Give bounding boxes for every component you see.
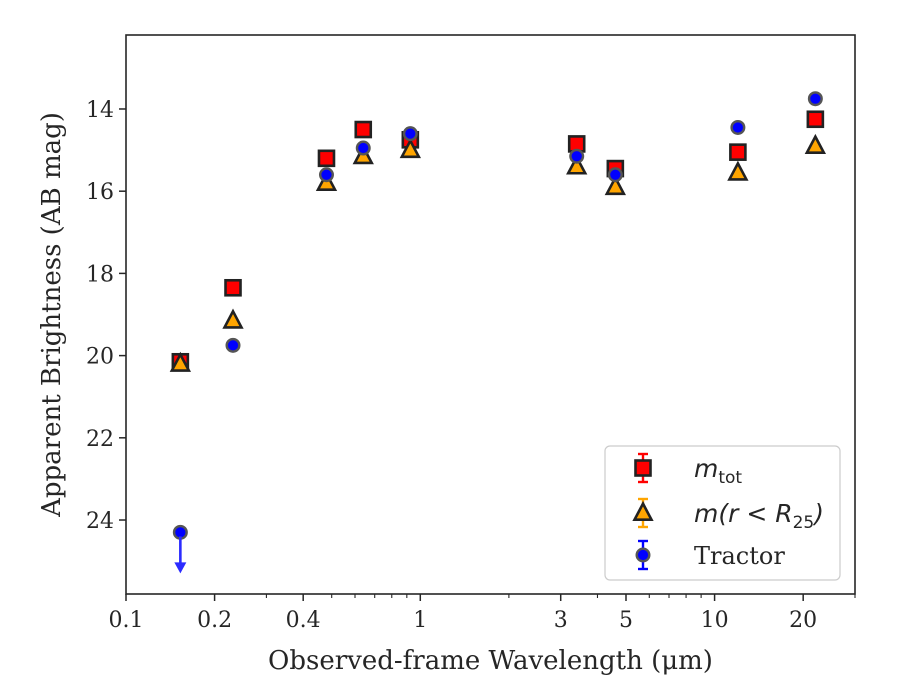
legend-label-mr25: m(r < R25) [694,499,824,533]
series-mr25 [169,133,827,372]
upper-limit-arrow-head [174,562,187,574]
tractor-point [225,337,241,353]
legend-marker-mr25 [632,500,654,522]
y-tick-label: 20 [86,345,114,370]
legend-marker-tractor [635,547,651,563]
mtot-point [317,149,336,168]
mr25-point [727,160,749,181]
legend-label-mtot: mtot [694,454,742,488]
tractor-point [730,119,746,135]
tractor-point [402,126,418,142]
mr25-point [604,174,626,196]
x-tick-label: 10 [701,608,729,633]
mr25-point [566,154,588,175]
tractor-point [807,91,823,107]
tractor-point [569,148,585,164]
mtot-point [224,278,242,297]
y-tick-label: 18 [86,262,114,287]
series-mtot [171,110,825,371]
y-axis-label: Apparent Brightness (AB mag) [37,112,67,518]
x-axis-label: Observed-frame Wavelength (μm) [268,646,713,676]
x-tick-label: 5 [619,608,633,633]
mr25-point [169,351,192,372]
mtot-point [354,120,373,139]
mtot-point [806,110,825,129]
x-tick-label: 0.2 [197,608,232,633]
y-tick-label: 14 [86,98,114,123]
ticks-layer: 0.1 0.2 0.4 1 3 5 10 20 14 16 18 20 22 24 [86,98,856,633]
y-tick-label: 16 [86,180,114,205]
mr25-point [222,308,244,329]
y-tick-label: 24 [86,509,114,534]
plot-layer [169,91,827,574]
legend-box [604,445,841,581]
x-tick-label: 20 [789,608,817,633]
x-tick-label: 3 [554,608,568,633]
legend-marker-mtot [634,459,652,477]
tractor-point [318,167,334,183]
legend: mtot m(r < R25) Tractor [604,445,841,581]
tractor-point [607,167,623,183]
series-tractor [172,91,823,574]
mr25-point [804,133,827,155]
x-tick-label: 0.1 [109,608,144,633]
legend-label-tractor: Tractor [694,542,785,570]
mtot-point [729,143,747,161]
y-tick-label: 22 [86,427,114,452]
plot-frame [125,34,856,595]
x-tick-label: 0.4 [286,608,321,633]
axes-layer [125,34,856,595]
tractor-point [355,140,371,156]
mr25-point [399,137,421,159]
x-tick-label: 1 [413,608,427,633]
